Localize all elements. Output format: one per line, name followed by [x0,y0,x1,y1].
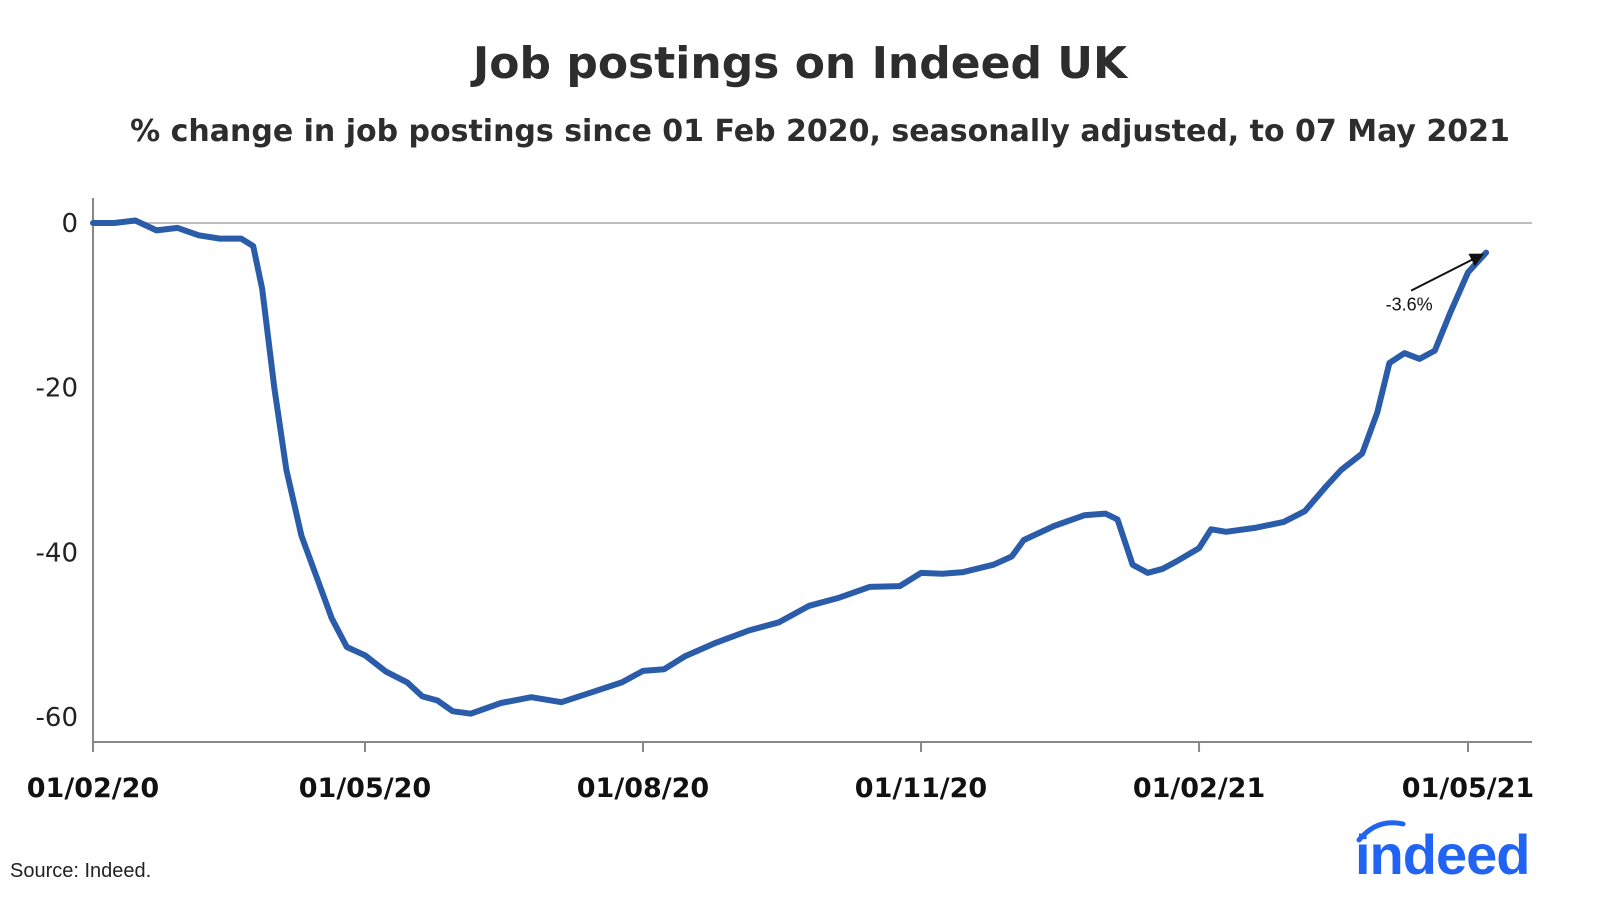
axes [92,198,1532,752]
x-tick-label: 01/02/21 [1133,773,1265,804]
series [90,217,1490,717]
annotation-arrow [1410,254,1481,292]
chart-title: Job postings on Indeed UK [472,38,1128,89]
series-line [90,217,1490,717]
x-tick-label: 01/11/20 [855,773,987,804]
annotation-label: -3.6% [1386,295,1433,315]
y-tick-label: -20 [36,374,78,404]
annotation-arrowhead [1468,253,1485,267]
indeed-logo: indeed [1355,814,1550,894]
y-tick-label: -40 [36,538,78,568]
indeed-logo-arc-icon [1356,820,1406,843]
y-tick-label: 0 [61,209,78,239]
x-tick-label: 01/05/20 [299,773,431,804]
logo-wordmark: indeed [1355,823,1530,886]
chart-subtitle: % change in job postings since 01 Feb 20… [130,114,1510,149]
x-tick-label: 01/08/20 [577,773,709,804]
y-tick-label: -60 [36,703,78,733]
x-tick-label: 01/05/21 [1402,773,1534,804]
x-tick-label: 01/02/20 [27,773,159,804]
tick-labels: 0 -20 -40 -60 01/02/20 01/05/20 01/08/20 01/11/… [27,209,1534,804]
source-note: Source: Indeed. [10,860,152,882]
annotations: -3.6% [1386,253,1485,315]
